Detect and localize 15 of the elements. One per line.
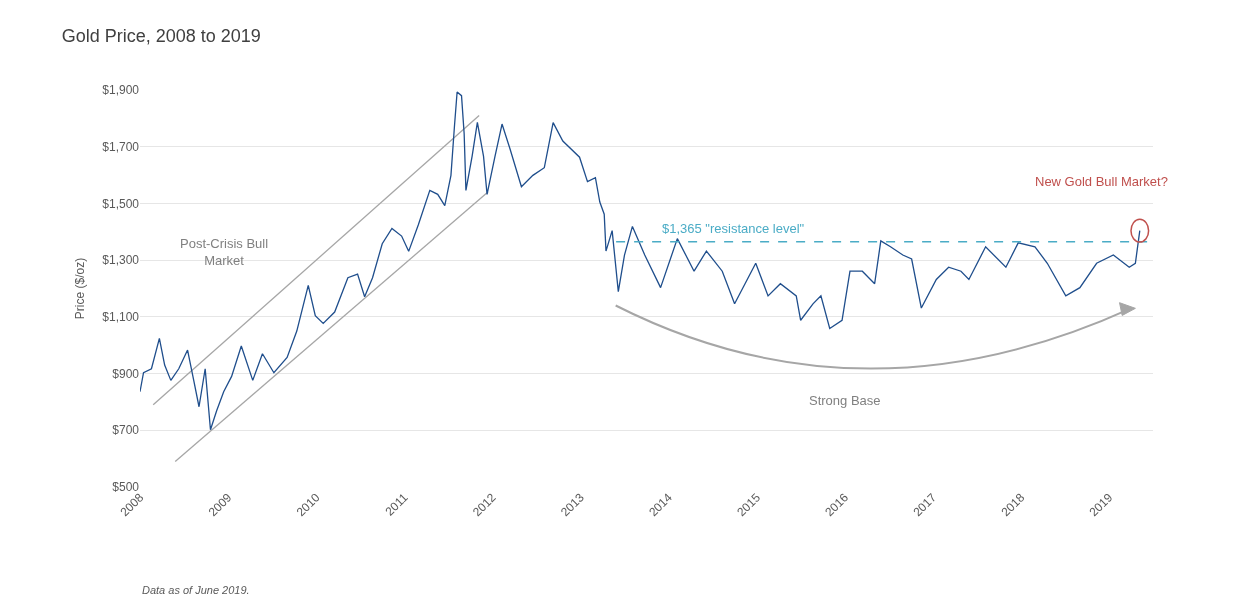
ref-line-label: $1,365 "resistance level" <box>662 221 805 236</box>
y-tick-label: $900 <box>112 366 140 381</box>
annotation: Post-Crisis Bull Market <box>180 236 269 268</box>
y-tick-label: $1,500 <box>102 196 140 211</box>
annotation: New Gold Bull Market? <box>1035 174 1168 189</box>
y-tick-label: $1,700 <box>102 139 140 154</box>
y-tick-label: $700 <box>112 423 140 438</box>
annotation: Strong Base <box>809 393 881 408</box>
text: Data as of June 2019. <box>142 584 250 596</box>
y-tick-label: $1,100 <box>102 310 140 325</box>
y-tick-label: $1,300 <box>102 253 140 268</box>
y-axis-title: Price ($/oz) <box>72 257 87 320</box>
y-tick-label: $500 <box>112 480 140 495</box>
y-tick-label: $1,900 <box>102 83 140 98</box>
chart-title: Gold Price, 2008 to 2019 <box>61 26 261 47</box>
